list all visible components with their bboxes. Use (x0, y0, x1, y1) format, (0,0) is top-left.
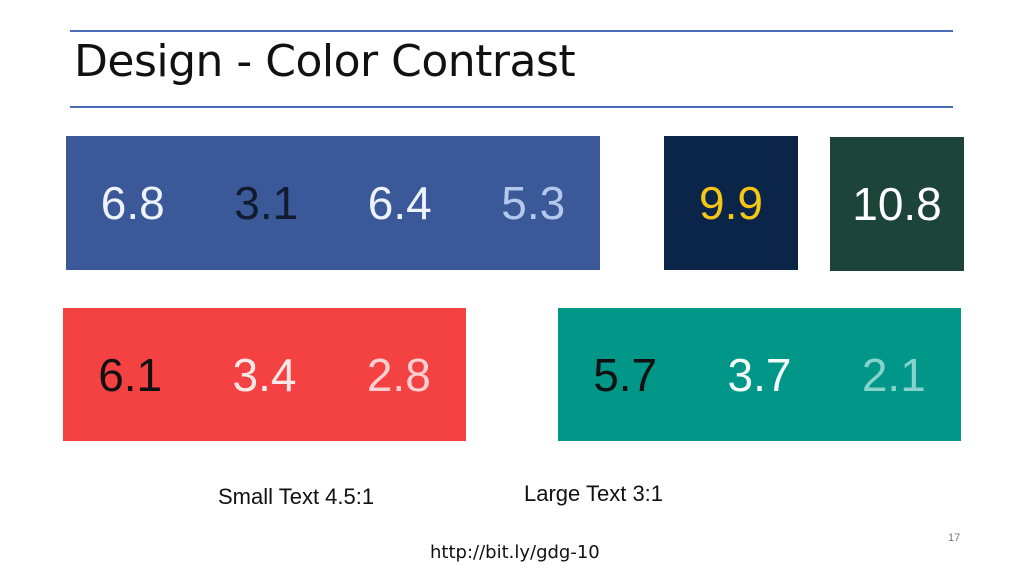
contrast-value: 5.3 (501, 177, 566, 229)
contrast-value: 6.4 (367, 177, 432, 229)
red-swatch-group: 6.1 3.4 2.8 (63, 308, 466, 441)
navy-swatch: 9.9 (664, 136, 798, 270)
contrast-value: 6.1 (98, 348, 163, 401)
blue-swatch-group: 6.8 3.1 6.4 5.3 (66, 136, 600, 270)
page-number: 17 (948, 532, 961, 544)
contrast-value: 3.7 (727, 348, 792, 401)
bottom-rule (70, 106, 953, 108)
contrast-value: 10.8 (852, 178, 942, 230)
contrast-value: 5.7 (593, 348, 658, 401)
large-text-caption: Large Text 3:1 (524, 481, 664, 506)
contrast-value: 2.8 (366, 348, 431, 401)
slide-title: Design - Color Contrast (74, 36, 576, 87)
teal-swatch-group: 5.7 3.7 2.1 (558, 308, 961, 441)
top-rule (70, 30, 953, 32)
footer-link[interactable]: http://bit.ly/gdg-10 (430, 542, 600, 563)
contrast-value: 6.8 (100, 177, 165, 229)
contrast-value: 2.1 (861, 348, 926, 401)
contrast-value: 9.9 (699, 177, 763, 229)
small-text-caption: Small Text 4.5:1 (218, 484, 375, 509)
contrast-value: 3.1 (234, 177, 299, 229)
contrast-value: 3.4 (232, 348, 297, 401)
dark-green-swatch: 10.8 (830, 137, 964, 271)
